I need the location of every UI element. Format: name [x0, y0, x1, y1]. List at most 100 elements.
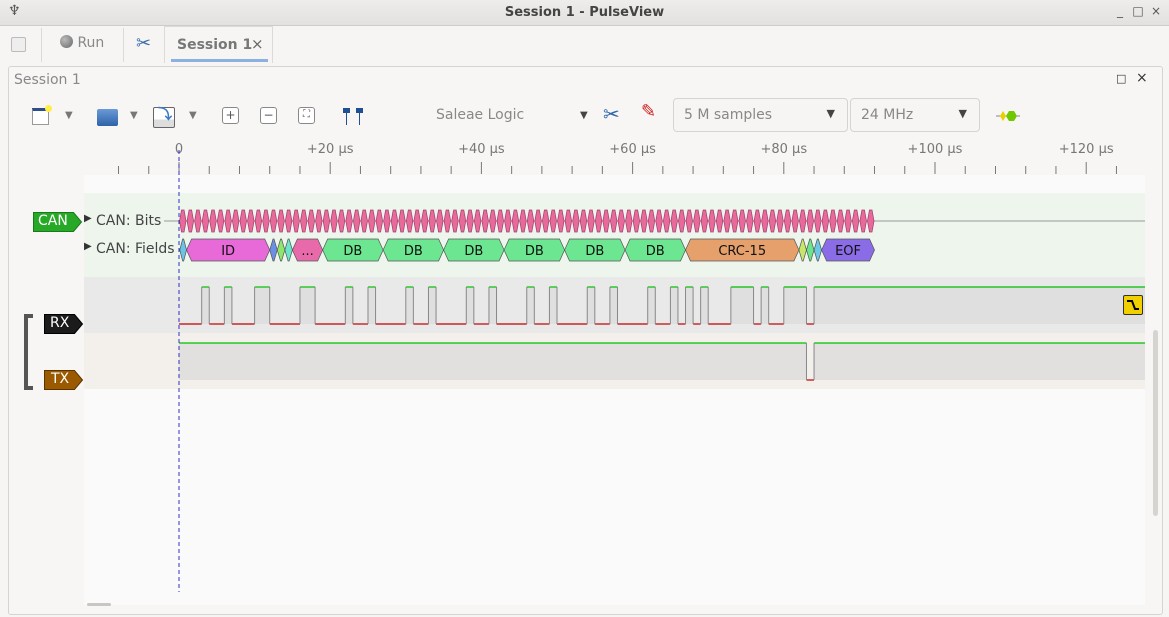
can-field-label: DB [646, 244, 665, 259]
add-decoder-button[interactable] [996, 108, 1020, 124]
run-label: Run [77, 35, 105, 51]
expand-fields-icon[interactable]: ▶ [84, 241, 92, 252]
open-dropdown-icon[interactable]: ▼ [130, 110, 138, 121]
can-field-label: EOF [835, 244, 861, 259]
separator [41, 28, 42, 62]
can-bit [700, 209, 709, 233]
rx-high-fill [488, 287, 497, 324]
can-bit [345, 209, 353, 233]
ruler-label: +60 µs [609, 142, 656, 157]
channel-label-rx[interactable]: RX [44, 314, 84, 334]
can-bit [186, 209, 194, 233]
channel-label-tx[interactable]: TX [44, 370, 84, 390]
run-button[interactable]: Run [60, 35, 104, 55]
can-bit [746, 209, 754, 233]
can-bit [821, 209, 830, 233]
maximize-button[interactable]: □ [1132, 4, 1144, 18]
can-bit [209, 209, 217, 233]
rx-high-fill [368, 287, 376, 324]
can-bit [201, 209, 210, 233]
can-bit [715, 209, 724, 233]
ruler-label: +120 µs [1059, 142, 1114, 157]
zoom-in-button[interactable]: + [222, 107, 239, 124]
device-selector[interactable]: Saleae Logic [436, 107, 525, 123]
can-bit [277, 209, 285, 233]
can-bit [337, 209, 346, 233]
can-bit [731, 209, 739, 233]
trigger-button[interactable] [1123, 295, 1143, 315]
row-label-fields: CAN: Fields [96, 241, 175, 257]
tab-label: Session 1 [177, 37, 253, 53]
decoder-label-can[interactable]: CAN [33, 212, 83, 232]
rx-high-fill [405, 287, 414, 324]
can-bit [526, 209, 535, 233]
rx-high-fill [345, 287, 353, 324]
zoom-fit-button[interactable]: ⛶ [298, 107, 315, 124]
tab-close-icon[interactable]: × [251, 35, 264, 53]
can-bit [814, 209, 822, 233]
probe-icon[interactable]: ✎ [641, 101, 657, 122]
minimize-button[interactable]: _ [1117, 4, 1123, 18]
can-bit [617, 209, 625, 233]
can-bit [844, 209, 852, 233]
dock-float-button[interactable]: □ [1116, 72, 1127, 85]
can-bit [662, 209, 671, 233]
can-field-label: ID [221, 244, 235, 259]
expand-bits-icon[interactable]: ▶ [84, 213, 92, 224]
close-button[interactable]: × [1150, 4, 1162, 18]
can-bit [625, 209, 633, 233]
rx-high-fill [254, 287, 270, 324]
can-bit [549, 209, 557, 233]
zoom-out-button[interactable]: − [260, 107, 277, 124]
new-session-button[interactable] [32, 103, 52, 129]
rx-high-fill [466, 287, 474, 324]
channel-group-bracket[interactable] [24, 314, 33, 390]
sample-count-select[interactable]: 5 M samples ▼ [673, 98, 848, 132]
zoom-fit-icon: ⛶ [303, 109, 310, 120]
decoder-name: CAN [38, 213, 68, 229]
samplerate-select[interactable]: 24 MHz ▼ [850, 98, 980, 132]
can-bit [458, 209, 467, 233]
save-button[interactable]: ⤵ [153, 103, 177, 129]
settings-tools-icon[interactable]: ✂ [136, 33, 152, 54]
can-bit [496, 209, 504, 233]
dock-close-button[interactable]: × [1136, 70, 1148, 86]
save-icon: ⤵ [153, 107, 175, 128]
can-bit [579, 209, 588, 233]
can-bit [466, 209, 474, 233]
can-bit [753, 209, 761, 233]
can-bit [315, 209, 323, 233]
dock-title: Session 1 [14, 72, 81, 88]
decoder-icon [996, 111, 1020, 121]
rx-high-fill [201, 287, 210, 324]
can-bit [247, 209, 255, 233]
can-bit [859, 209, 867, 233]
can-bit [451, 209, 459, 233]
open-button[interactable] [97, 103, 119, 129]
can-bit [708, 209, 716, 233]
new-view-icon[interactable] [11, 37, 26, 52]
cursor-button[interactable] [341, 106, 365, 126]
can-bit [300, 209, 308, 233]
can-field-label: DB [585, 244, 604, 259]
can-bit [867, 209, 875, 233]
can-bit [489, 209, 497, 233]
tx-high-fill [179, 343, 807, 380]
save-dropdown-icon[interactable]: ▼ [189, 110, 197, 121]
new-session-dropdown-icon[interactable]: ▼ [65, 110, 73, 121]
device-config-icon[interactable]: ✂ [603, 102, 620, 126]
row-label-bits: CAN: Bits [96, 213, 165, 229]
can-bit [421, 209, 429, 233]
can-bit [368, 209, 376, 233]
can-bit [602, 209, 610, 233]
can-bit [269, 209, 278, 233]
device-dropdown-icon[interactable]: ▼ [580, 110, 588, 121]
vertical-scrollbar[interactable] [1153, 330, 1158, 516]
tab-session-1[interactable]: Session 1 × [164, 26, 273, 63]
rx-high-fill [730, 287, 754, 324]
can-bit [179, 209, 187, 233]
can-bit [390, 209, 399, 233]
horizontal-scrollbar[interactable] [87, 603, 111, 606]
decoder-row-background [84, 193, 1145, 277]
